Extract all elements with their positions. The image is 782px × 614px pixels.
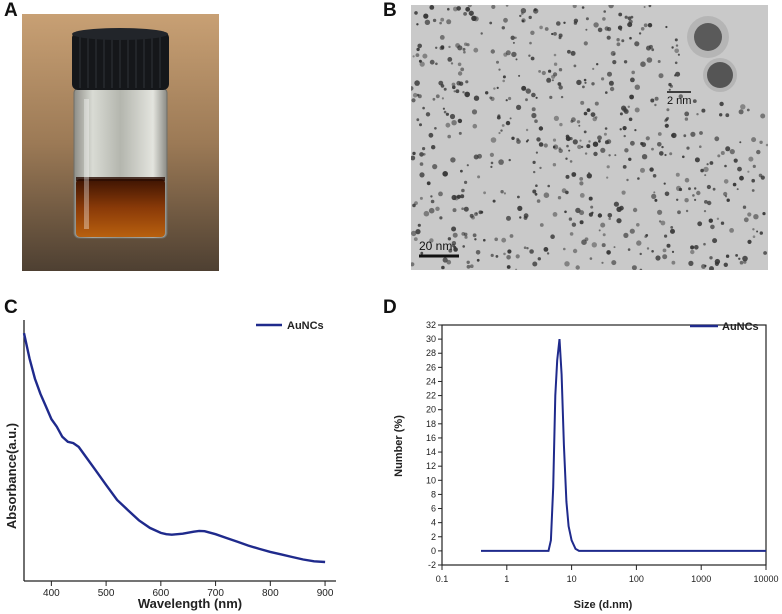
x-tick-label-d: 10000: [753, 574, 778, 584]
y-tick-label-d: 16: [426, 433, 436, 443]
panel-label-d: D: [383, 297, 397, 318]
x-tick-label-c: 600: [152, 588, 169, 599]
auncs-absorbance-line: [22, 332, 326, 564]
y-tick-label-d: 30: [426, 334, 436, 344]
y-tick-label-d: 8: [431, 489, 436, 499]
x-tick-label-c: 800: [262, 588, 279, 599]
inset-scale-text: 2 nm: [667, 95, 691, 107]
x-tick-label-d: 100: [629, 574, 644, 584]
y-tick-label-d: 22: [426, 391, 436, 401]
y-tick-label-d: -2: [428, 560, 436, 570]
x-tick-label-d: 1000: [691, 574, 711, 584]
y-tick-label-d: 2: [431, 532, 436, 542]
uvvis-chart: 400 500 600 700 800 900 AuNCs Wavelength (nm)…: [4, 320, 336, 611]
panel-label-b: B: [383, 0, 397, 21]
y-tick-label-d: 4: [431, 518, 436, 528]
tem-micrograph: 2 nm 20 nm: [411, 5, 768, 270]
x-tick-label-d: 1: [504, 574, 509, 584]
y-tick-label-d: 6: [431, 504, 436, 514]
x-tick-label-c: 500: [98, 588, 115, 599]
panel-label-c: C: [4, 297, 18, 318]
x-tick-label-d: 10: [567, 574, 577, 584]
y-tick-label-d: 10: [426, 475, 436, 485]
y-tick-label-d: 12: [426, 461, 436, 471]
x-tick-label-d: 0.1: [436, 574, 449, 584]
legend-label-c: AuNCs: [287, 320, 324, 332]
x-tick-label-c: 700: [207, 588, 224, 599]
auncs-size-line: [481, 338, 766, 552]
main-scale-text: 20 nm: [419, 239, 452, 253]
legend-label-d: AuNCs: [722, 321, 759, 333]
y-axis-label-d: Number (%): [393, 415, 405, 477]
y-tick-label-d: 14: [426, 447, 436, 457]
plot-frame-d: [441, 324, 767, 566]
y-tick-label-d: 0: [431, 546, 436, 556]
vial-photo: [22, 14, 219, 271]
x-tick-label-c: 400: [43, 588, 60, 599]
y-tick-label-d: 18: [426, 419, 436, 429]
y-tick-label-d: 28: [426, 348, 436, 358]
x-axis-label-c: Wavelength (nm): [138, 596, 242, 611]
panel-label-a: A: [4, 0, 18, 21]
y-tick-label-d: 32: [426, 320, 436, 330]
y-tick-label-d: 20: [426, 405, 436, 415]
y-tick-label-d: 24: [426, 376, 436, 386]
y-axis-label-c: Absorbance(a.u.): [4, 423, 19, 529]
x-axis-label-d: Size (d.nm): [574, 599, 633, 611]
y-tick-label-d: 26: [426, 362, 436, 372]
x-tick-label-c: 900: [317, 588, 334, 599]
